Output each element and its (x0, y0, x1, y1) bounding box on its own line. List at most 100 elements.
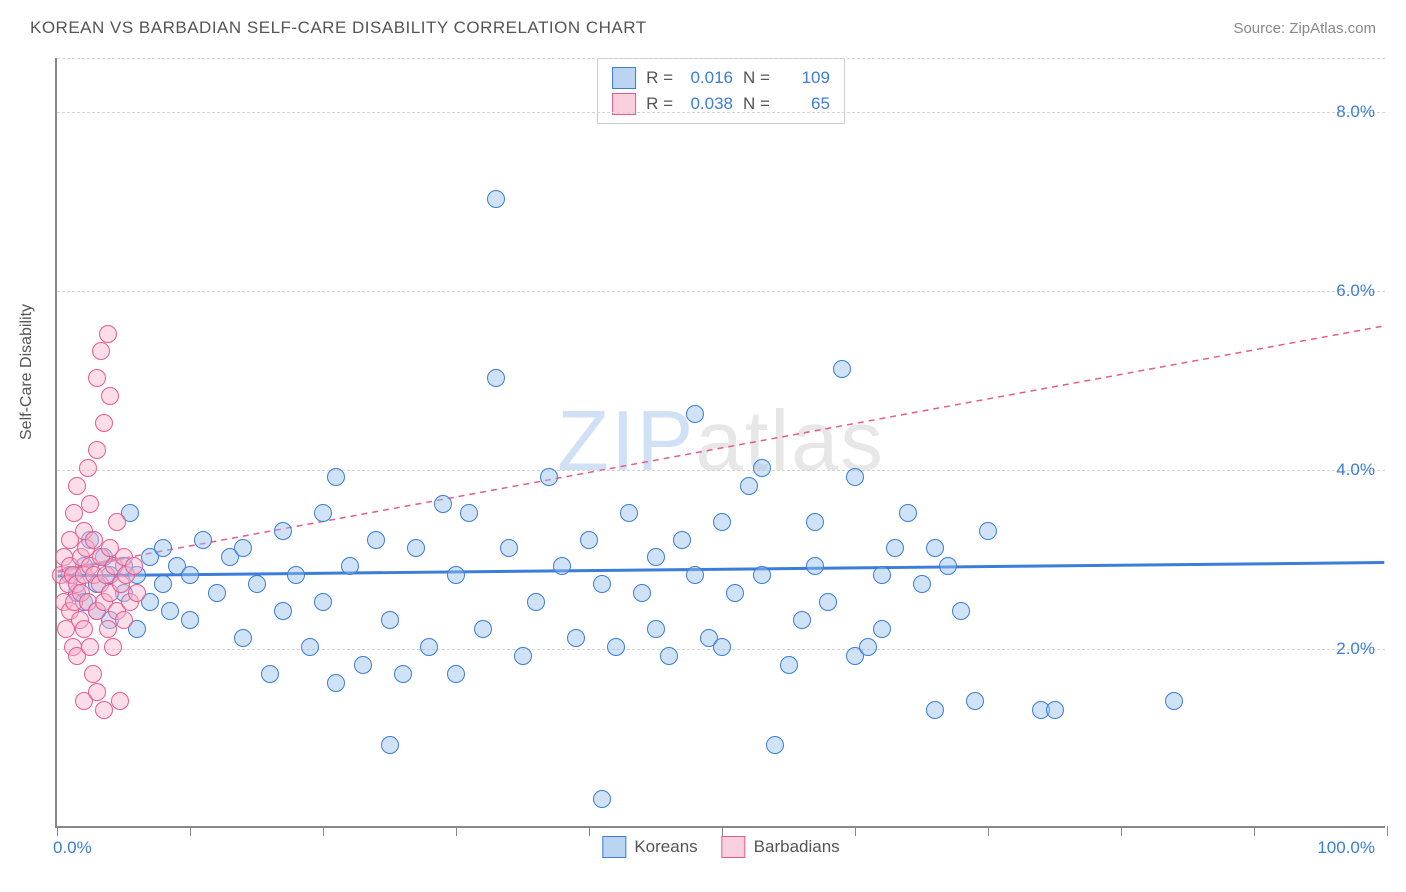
data-point-koreans (780, 656, 798, 674)
data-point-koreans (314, 504, 332, 522)
data-point-koreans (806, 513, 824, 531)
x-tick (988, 826, 989, 836)
data-point-koreans (647, 620, 665, 638)
data-point-koreans (420, 638, 438, 656)
data-point-barbadians (111, 692, 129, 710)
data-point-koreans (154, 539, 172, 557)
data-point-koreans (154, 575, 172, 593)
data-point-koreans (660, 647, 678, 665)
legend-n-label: N = (743, 68, 770, 88)
data-point-koreans (381, 611, 399, 629)
data-point-koreans (593, 790, 611, 808)
legend-stats: R = 0.016 N = 109 R = 0.038 N = 65 (597, 58, 845, 124)
legend-row-koreans: R = 0.016 N = 109 (612, 65, 830, 91)
data-point-koreans (407, 539, 425, 557)
x-tick (1254, 826, 1255, 836)
data-point-koreans (540, 468, 558, 486)
data-point-koreans (939, 557, 957, 575)
x-tick (589, 826, 590, 836)
data-point-koreans (633, 584, 651, 602)
data-point-barbadians (108, 513, 126, 531)
data-point-barbadians (88, 369, 106, 387)
data-point-koreans (873, 566, 891, 584)
x-tick (57, 826, 58, 836)
data-point-koreans (234, 539, 252, 557)
data-point-barbadians (88, 441, 106, 459)
data-point-koreans (301, 638, 319, 656)
data-point-barbadians (95, 701, 113, 719)
trendlines-svg (57, 58, 1385, 826)
data-point-barbadians (104, 638, 122, 656)
data-point-koreans (926, 539, 944, 557)
x-tick (1121, 826, 1122, 836)
data-point-barbadians (128, 584, 146, 602)
data-point-koreans (766, 736, 784, 754)
legend-label-koreans: Koreans (634, 837, 697, 857)
data-point-koreans (248, 575, 266, 593)
data-point-koreans (647, 548, 665, 566)
data-point-koreans (194, 531, 212, 549)
data-point-koreans (341, 557, 359, 575)
data-point-koreans (1165, 692, 1183, 710)
legend-r-label: R = (646, 68, 673, 88)
x-axis-max-label: 100.0% (1317, 838, 1375, 858)
data-point-barbadians (65, 504, 83, 522)
data-point-koreans (553, 557, 571, 575)
data-point-koreans (926, 701, 944, 719)
data-point-barbadians (81, 495, 99, 513)
y-axis-label: Self-Care Disability (18, 304, 36, 440)
data-point-barbadians (75, 620, 93, 638)
data-point-koreans (806, 557, 824, 575)
data-point-koreans (979, 522, 997, 540)
data-point-koreans (367, 531, 385, 549)
data-point-koreans (514, 647, 532, 665)
data-point-koreans (487, 190, 505, 208)
data-point-barbadians (125, 557, 143, 575)
legend-item-koreans: Koreans (602, 836, 697, 858)
data-point-koreans (886, 539, 904, 557)
data-point-barbadians (115, 611, 133, 629)
data-point-koreans (753, 459, 771, 477)
data-point-koreans (181, 566, 199, 584)
watermark-prefix: ZIP (557, 394, 695, 489)
data-point-koreans (327, 674, 345, 692)
swatch-blue-icon (602, 836, 626, 858)
gridline-h (57, 112, 1385, 113)
data-point-koreans (274, 602, 292, 620)
data-point-koreans (833, 360, 851, 378)
data-point-koreans (447, 665, 465, 683)
data-point-koreans (713, 513, 731, 531)
data-point-koreans (952, 602, 970, 620)
chart-header: KOREAN VS BARBADIAN SELF-CARE DISABILITY… (0, 0, 1406, 46)
data-point-barbadians (92, 342, 110, 360)
swatch-blue-icon (612, 67, 636, 89)
x-tick (456, 826, 457, 836)
legend-r-value-koreans: 0.016 (683, 68, 733, 88)
data-point-koreans (726, 584, 744, 602)
y-tick-label: 8.0% (1336, 102, 1375, 122)
data-point-koreans (1046, 701, 1064, 719)
data-point-koreans (234, 629, 252, 647)
data-point-koreans (394, 665, 412, 683)
data-point-koreans (500, 539, 518, 557)
data-point-koreans (966, 692, 984, 710)
data-point-koreans (580, 531, 598, 549)
gridline-h (57, 470, 1385, 471)
data-point-koreans (261, 665, 279, 683)
data-point-koreans (434, 495, 452, 513)
x-tick (855, 826, 856, 836)
data-point-koreans (474, 620, 492, 638)
data-point-koreans (620, 504, 638, 522)
y-tick-label: 4.0% (1336, 460, 1375, 480)
data-point-koreans (713, 638, 731, 656)
y-tick-label: 2.0% (1336, 639, 1375, 659)
chart-title: KOREAN VS BARBADIAN SELF-CARE DISABILITY… (30, 18, 647, 38)
data-point-koreans (161, 602, 179, 620)
data-point-koreans (607, 638, 625, 656)
data-point-koreans (208, 584, 226, 602)
data-point-koreans (873, 620, 891, 638)
legend-n-value-koreans: 109 (780, 68, 830, 88)
data-point-barbadians (79, 459, 97, 477)
gridline-h (57, 58, 1385, 59)
data-point-koreans (899, 504, 917, 522)
